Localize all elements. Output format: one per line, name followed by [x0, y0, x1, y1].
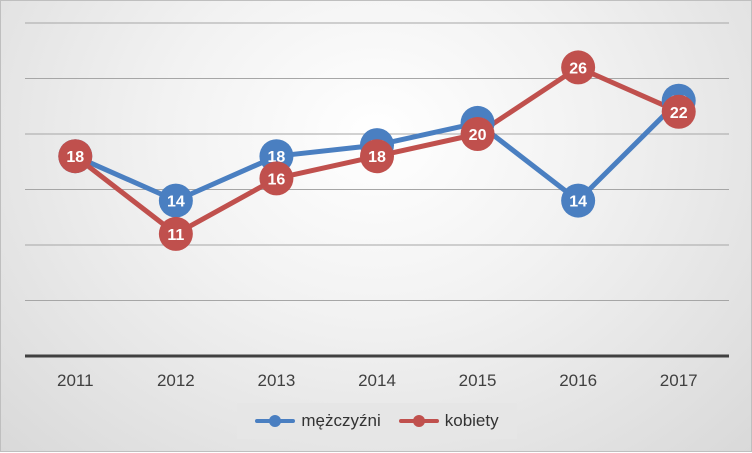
- data-label: 11: [167, 227, 184, 244]
- data-point: [561, 50, 596, 85]
- data-label: 22: [670, 105, 688, 122]
- data-label: 18: [66, 149, 84, 166]
- data-label: 26: [569, 60, 587, 77]
- legend-item-women: kobiety: [398, 411, 499, 431]
- legend: mężczyźni kobiety: [237, 403, 517, 439]
- legend-label-women: kobiety: [444, 411, 499, 430]
- data-point: [661, 94, 696, 129]
- data-label: 16: [268, 171, 286, 188]
- data-label: 20: [469, 127, 487, 144]
- data-point: [158, 216, 193, 251]
- legend-item-men: mężczyźni: [255, 411, 381, 431]
- legend-swatch-men: [255, 415, 296, 427]
- data-point: [460, 117, 495, 151]
- x-tick-label: 2017: [660, 371, 698, 390]
- x-tick-label: 2016: [559, 371, 597, 390]
- data-label: 14: [167, 194, 185, 211]
- data-label: 14: [569, 194, 587, 211]
- data-point: [561, 183, 596, 218]
- data-point: [58, 139, 93, 174]
- data-point: [360, 139, 394, 174]
- x-tick-label: 2011: [57, 371, 94, 390]
- data-label: 18: [368, 149, 386, 166]
- x-tick-label: 2014: [358, 371, 396, 390]
- data-point: [259, 161, 294, 196]
- legend-swatch-women: [398, 415, 439, 427]
- x-tick-label: 2015: [459, 371, 497, 390]
- data-point: [158, 183, 193, 218]
- x-tick-label: 2012: [157, 371, 195, 390]
- legend-label-men: mężczyźni: [301, 411, 381, 430]
- data-label: 18: [268, 149, 286, 166]
- x-tick-label: 2013: [258, 371, 296, 390]
